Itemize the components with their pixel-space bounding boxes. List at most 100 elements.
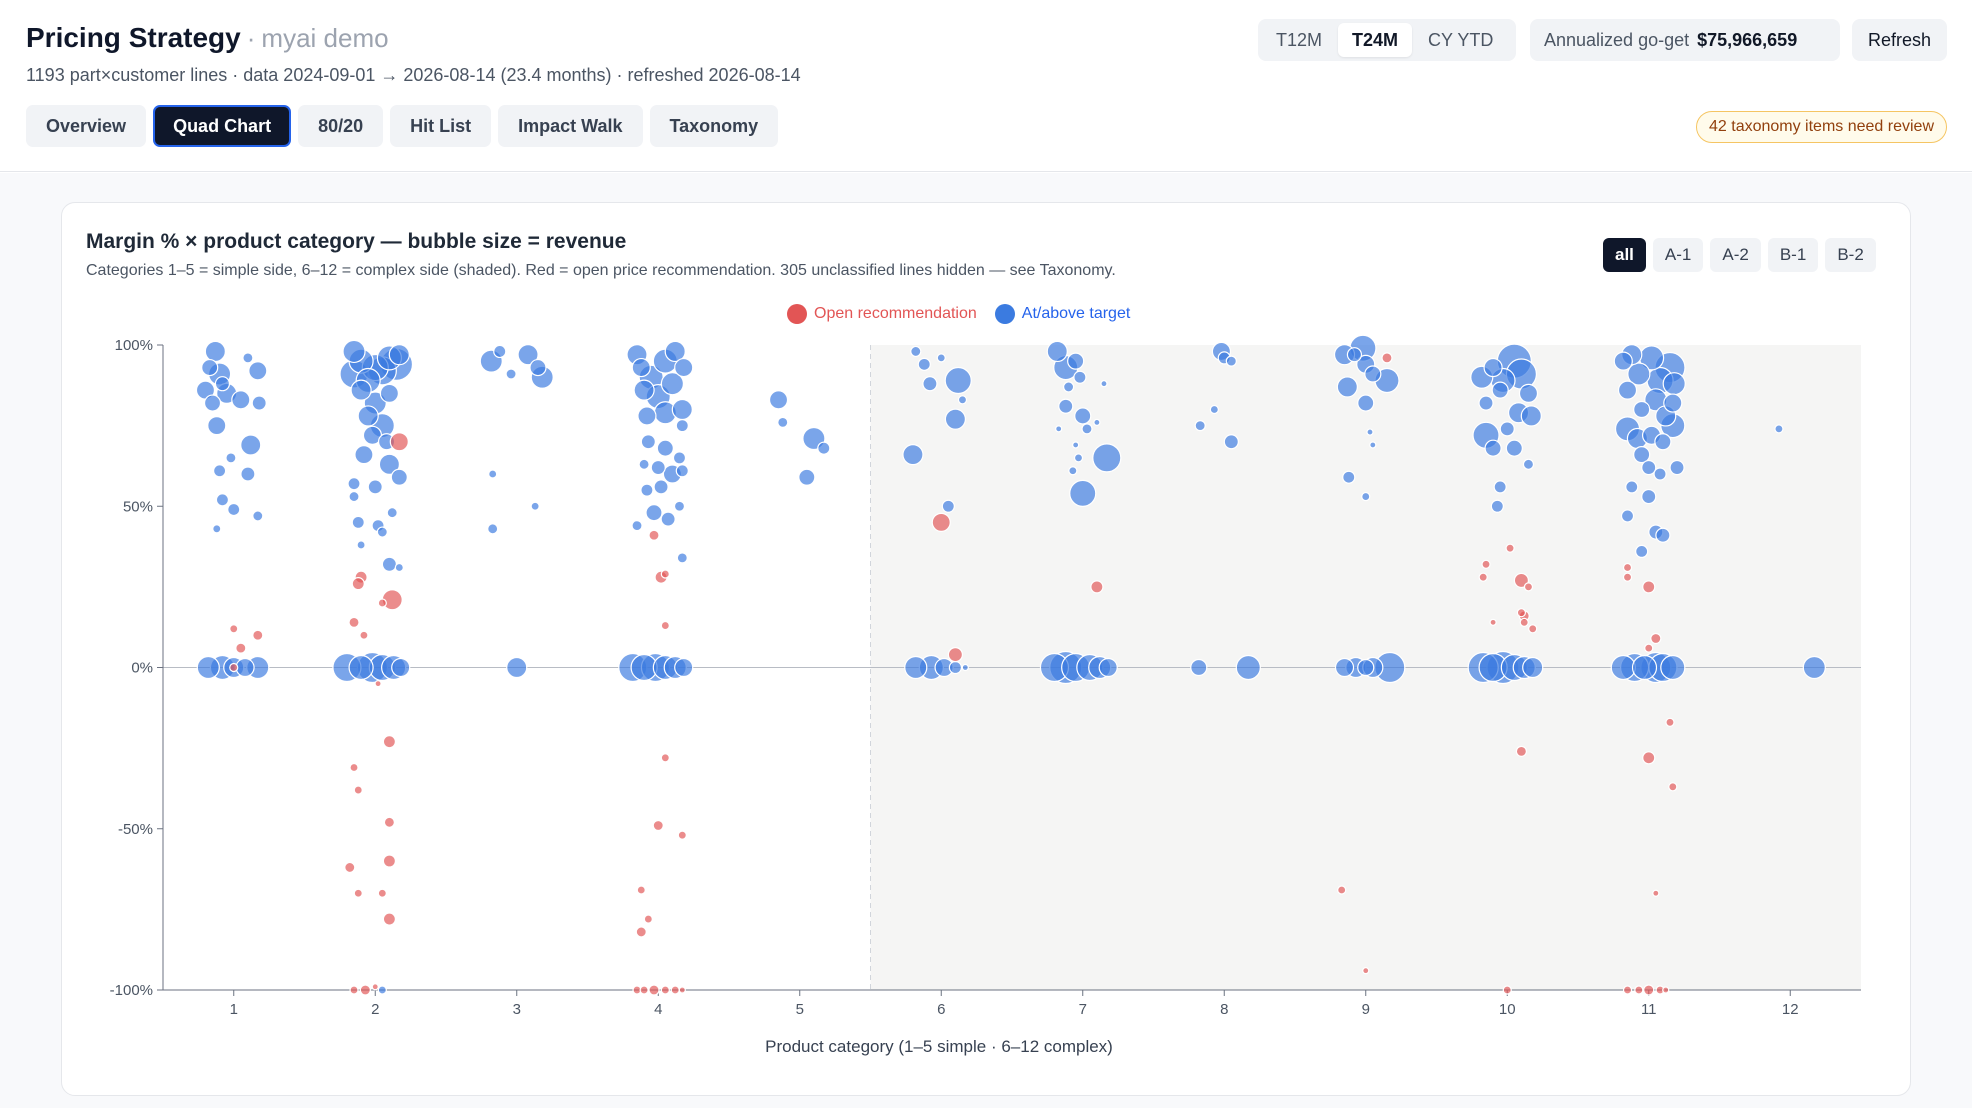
at-target-bubble (1342, 470, 1356, 484)
open-recommendation-bubble (1642, 580, 1656, 594)
at-target-bubble (1223, 434, 1239, 450)
at-target-bubble (1364, 365, 1382, 383)
go-get-label: Annualized go-get (1544, 29, 1690, 50)
open-recommendation-bubble (660, 985, 670, 995)
at-target-bubble (242, 352, 254, 364)
at-target-bubble (1225, 355, 1237, 367)
tab-taxonomy[interactable]: Taxonomy (649, 105, 779, 147)
open-recommendation-bubble (382, 854, 396, 868)
at-target-bubble (817, 441, 831, 455)
tab-impact-walk[interactable]: Impact Walk (498, 105, 643, 147)
at-target-bubble (1336, 376, 1358, 398)
y-tick-label: 100% (115, 337, 153, 354)
tab-hit-list[interactable]: Hit List (390, 105, 492, 147)
taxonomy-review-badge[interactable]: 42 taxonomy items need review (1696, 111, 1947, 143)
at-target-bubble (645, 504, 663, 522)
at-target-bubble (1093, 418, 1101, 426)
legend-item-open[interactable]: Open recommendation (787, 304, 977, 324)
at-target-bubble (638, 458, 650, 470)
refresh-button[interactable]: Refresh (1852, 19, 1947, 61)
at-target-bubble (1491, 381, 1509, 399)
at-target-bubble (386, 507, 398, 519)
period-t24m[interactable]: T24M (1338, 23, 1413, 57)
open-recommendation-bubble (648, 984, 660, 996)
open-recommendation-bubble (1622, 562, 1633, 573)
open-recommendation-bubble (1481, 559, 1491, 569)
at-target-bubble (672, 451, 687, 465)
at-target-bubble (394, 562, 404, 573)
open-recommendation-bubble (229, 662, 239, 673)
at-target-bubble (248, 361, 268, 381)
at-target-bubble (1067, 352, 1085, 370)
at-target-bubble (529, 358, 547, 377)
at-target-bubble (1490, 499, 1504, 513)
at-target-bubble (1499, 421, 1515, 437)
at-target-bubble (214, 376, 231, 392)
tab-overview[interactable]: Overview (26, 105, 147, 147)
at-target-bubble (227, 502, 241, 517)
at-target-bubble (660, 511, 676, 527)
chart-description: Categories 1–5 = simple side, 6–12 = com… (86, 262, 1116, 279)
at-target-bubble (1635, 544, 1649, 559)
at-target-bubble (637, 406, 657, 426)
at-target-bubble (674, 357, 694, 378)
at-target-bubble (1653, 467, 1667, 481)
at-target-bubble (1522, 656, 1544, 679)
at-target-bubble (506, 656, 528, 679)
at-target-bubble (1520, 405, 1542, 427)
filter-a-1[interactable]: A-1 (1652, 238, 1704, 272)
at-target-bubble (1654, 433, 1672, 451)
at-target-bubble (390, 468, 408, 486)
at-target-bubble (388, 344, 410, 366)
at-target-bubble (1613, 351, 1633, 371)
x-tick-label: 11 (1641, 1001, 1657, 1018)
legend-item-target[interactable]: At/above target (994, 304, 1130, 324)
at-target-bubble (664, 340, 686, 363)
open-recommendation-bubble (1519, 617, 1529, 627)
open-recommendation-bubble (1513, 572, 1530, 589)
page-header: Pricing Strategy · myai demo 1193 part×c… (0, 0, 1972, 172)
x-axis-title: Product category (1–5 simple · 6–12 comp… (765, 1037, 1113, 1056)
at-target-bubble (1631, 654, 1658, 681)
at-target-bubble (768, 390, 789, 410)
at-target-bubble (379, 383, 399, 403)
at-target-bubble (235, 657, 255, 678)
at-target-bubble (1069, 479, 1097, 507)
tab-quad-chart[interactable]: Quad Chart (153, 105, 292, 147)
filter-all[interactable]: all (1603, 238, 1646, 272)
open-recommendation-bubble (377, 888, 387, 898)
period-cy-ytd[interactable]: CY YTD (1428, 29, 1494, 50)
filter-b-2[interactable]: B-2 (1825, 238, 1876, 272)
tab-80-20[interactable]: 80/20 (298, 105, 384, 147)
open-recommendation-bubble (359, 630, 369, 640)
at-target-bubble (656, 439, 674, 457)
open-recommendation-bubble (371, 983, 379, 991)
filter-b-1[interactable]: B-1 (1767, 238, 1819, 272)
period-t12m[interactable]: T12M (1276, 29, 1323, 50)
open-recommendation-bubble (383, 816, 395, 828)
at-target-bubble (640, 434, 656, 450)
at-target-bubble (1369, 441, 1377, 449)
open-recommendation-bubble (1523, 582, 1534, 592)
at-target-bubble (902, 444, 924, 466)
open-recommendation-bubble (1634, 985, 1644, 995)
x-tick-label: 10 (1499, 1001, 1516, 1018)
at-target-bubble (201, 358, 219, 377)
at-target-bubble (1357, 658, 1375, 677)
y-tick-label: -100% (110, 982, 153, 999)
at-target-bubble (941, 499, 955, 513)
filter-a-2[interactable]: A-2 (1710, 238, 1761, 272)
x-tick-label: 12 (1782, 1001, 1799, 1018)
at-target-bubble (1610, 654, 1636, 681)
at-target-bubble (215, 493, 230, 507)
at-target-bubble (904, 655, 928, 680)
period-selector: T12M T24M CY YTD (1258, 19, 1516, 61)
open-recommendation-bubble (1668, 782, 1678, 792)
at-target-bubble (1484, 439, 1502, 457)
at-target-bubble (378, 453, 400, 475)
at-target-bubble (948, 660, 963, 675)
open-recommendation-bubble (374, 680, 382, 688)
at-target-bubble (1660, 654, 1686, 681)
at-target-bubble (910, 345, 922, 358)
open-recommendation-bubble (348, 616, 360, 628)
